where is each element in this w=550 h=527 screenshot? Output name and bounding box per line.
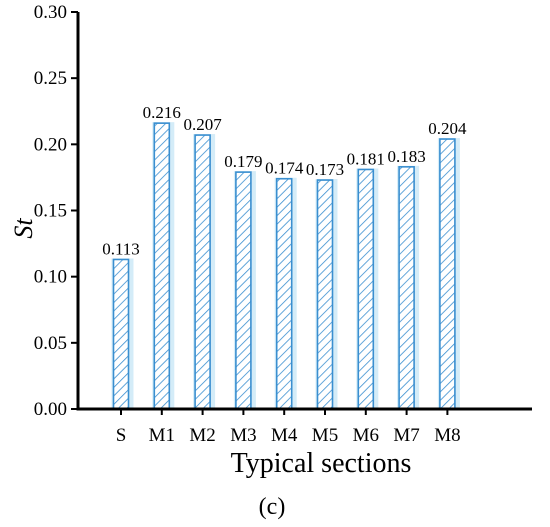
x-axis-label: Typical sections [231, 448, 412, 479]
bar-s [112, 258, 130, 410]
bar-m7 [398, 166, 415, 410]
panel-label: (c) [259, 494, 286, 520]
y-axis-label: St [9, 218, 38, 239]
y-tick-label: 0.00 [34, 399, 67, 420]
y-tick-label: 0.30 [34, 2, 67, 23]
bar-m2 [194, 134, 211, 410]
x-tick-label: M2 [189, 425, 215, 446]
x-tick-label: M4 [271, 425, 298, 446]
x-tick-label: M7 [393, 425, 419, 446]
bar-m8 [439, 138, 456, 410]
x-tick-label: M1 [149, 425, 175, 446]
data-label: 0.207 [183, 115, 222, 134]
x-tick-label: M8 [434, 425, 460, 446]
data-label: 0.181 [347, 149, 385, 168]
x-tick-label: M3 [230, 425, 256, 446]
x-tick-label: M6 [353, 425, 379, 446]
data-label: 0.113 [102, 239, 140, 258]
data-label: 0.216 [143, 103, 181, 122]
y-tick-label: 0.05 [34, 333, 67, 354]
data-label: 0.183 [387, 147, 425, 166]
x-tick-label: S [116, 425, 127, 446]
y-tick-label: 0.15 [34, 201, 67, 222]
data-label: 0.179 [224, 152, 262, 171]
y-ticks-group: 0.00 0.05 0.10 0.15 0.20 0.25 0.30 [34, 2, 78, 420]
y-tick-label: 0.20 [34, 134, 67, 155]
x-ticks-group: S M1 M2 M3 M4 M5 M6 M7 M8 [116, 409, 461, 446]
bar-m5 [316, 179, 334, 410]
data-label: 0.204 [428, 119, 467, 138]
data-label: 0.173 [306, 160, 344, 179]
x-tick-label: M5 [312, 425, 338, 446]
bar-m1 [153, 122, 171, 410]
bar-m3 [235, 171, 252, 410]
bars-group [111, 122, 460, 410]
bar-m6 [357, 168, 375, 410]
bar-m4 [275, 177, 293, 410]
y-tick-label: 0.25 [34, 68, 67, 89]
data-label: 0.174 [265, 159, 304, 178]
y-tick-label: 0.10 [34, 267, 67, 288]
